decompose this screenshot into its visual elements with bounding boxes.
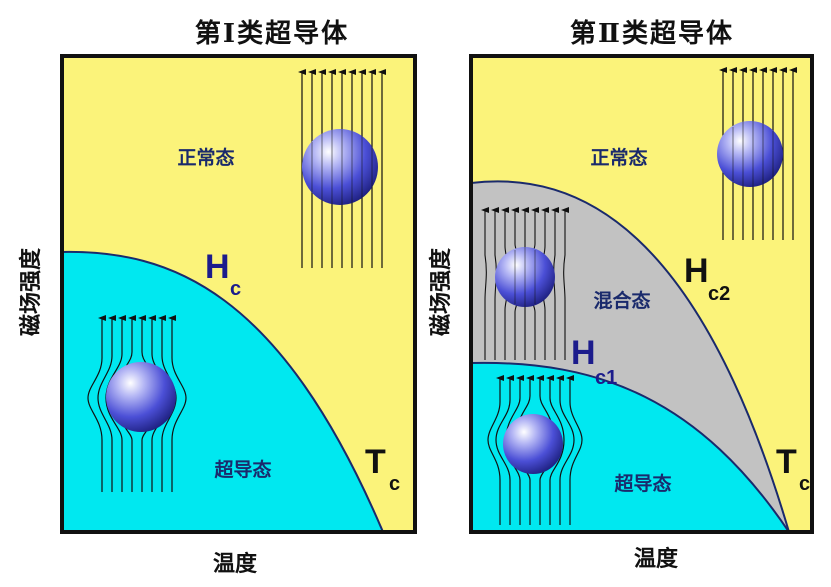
right-hc1-label: H c1 (571, 334, 617, 389)
left-super-state-label: 超导态 (213, 458, 271, 481)
right-y-axis-label: 磁场强度 (428, 247, 454, 336)
right-super-sphere (503, 414, 563, 474)
right-hc1-curve (471, 361, 790, 532)
right-hc1-main: H (571, 334, 596, 372)
right-normal-state-label: 正常态 (590, 146, 647, 169)
right-hc2-main: H (684, 252, 709, 290)
right-phase-diagram: 正常态 混合态 超导态 H c2 H c1 T c (471, 56, 812, 532)
left-normal-lines-over-sphere (311, 129, 373, 205)
left-hc-sub: c (230, 278, 241, 300)
left-plot-frame (60, 54, 417, 534)
right-tc-main: T (776, 443, 797, 481)
right-panel-title: 第Ⅱ类超导体 (570, 18, 734, 49)
right-tc-label: T c (776, 443, 810, 495)
right-hc2-sub: c2 (708, 283, 730, 305)
left-tc-main: T (365, 443, 386, 481)
right-plot-frame (469, 54, 814, 534)
left-normal-sphere (302, 129, 378, 205)
left-super-sphere (106, 362, 176, 432)
left-tc-sub: c (389, 473, 400, 495)
left-y-axis-label: 磁场强度 (18, 247, 44, 336)
right-hc1-sub: c1 (595, 367, 617, 389)
right-super-state-label: 超导态 (613, 472, 671, 495)
left-phase-diagram: 正常态 超导态 H c T c (62, 56, 415, 532)
right-mixed-state-label: 混合态 (593, 289, 650, 312)
left-panel-title: 第Ⅰ类超导体 (195, 18, 349, 49)
left-hc-label: H c (205, 248, 241, 300)
right-mixed-lines-over-sphere (514, 247, 536, 307)
left-tc-label: T c (365, 443, 400, 495)
right-tc-sub: c (799, 473, 810, 495)
left-normal-state-label: 正常态 (177, 146, 234, 169)
left-hc-curve (62, 250, 384, 532)
right-hc2-label: H c2 (684, 252, 730, 305)
right-x-axis-label: 温度 (634, 546, 679, 572)
right-hc2-curve (471, 180, 790, 532)
right-normal-lines-over-sphere (732, 121, 774, 187)
left-x-axis-label: 温度 (213, 551, 258, 577)
left-hc-main: H (205, 248, 230, 286)
